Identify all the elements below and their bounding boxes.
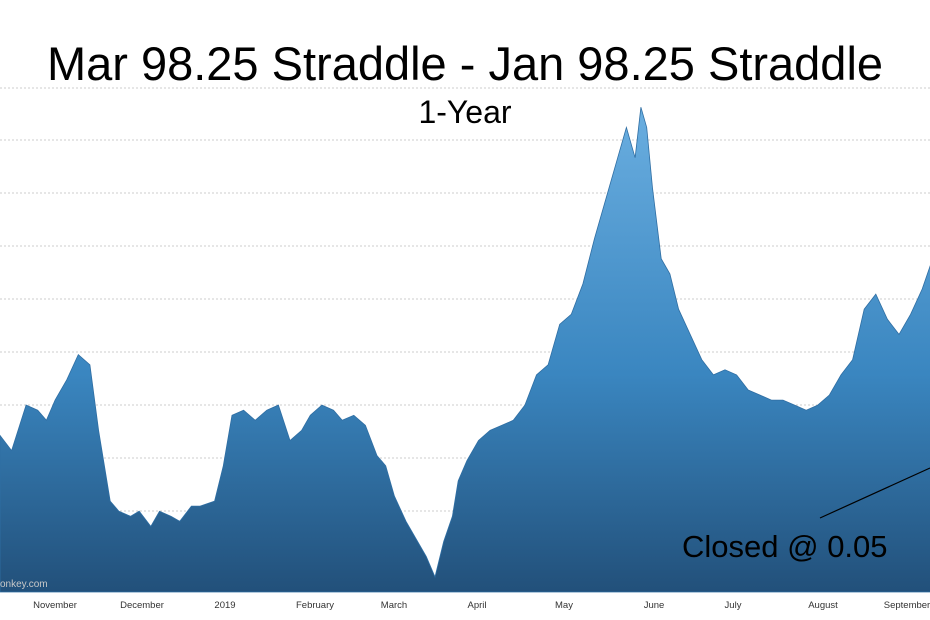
x-tick-label: May: [555, 600, 573, 611]
x-axis-ticks: November December 2019 February March April Ma…: [33, 600, 930, 611]
annotation-group: Closed @ 0.05: [682, 467, 930, 564]
x-tick-label: 2019: [214, 600, 235, 611]
x-tick-label: November: [33, 600, 77, 611]
chart-title: Mar 98.25 Straddle - Jan 98.25 Straddle: [46, 37, 884, 90]
series-area: [0, 107, 930, 593]
annotation-label: Closed @ 0.05: [682, 529, 888, 564]
x-tick-label: June: [644, 600, 665, 611]
watermark: onkey.com: [0, 579, 48, 590]
x-tick-label: July: [725, 600, 742, 611]
x-tick-label: August: [808, 600, 838, 611]
chart-subtitle: 1-Year: [418, 94, 512, 130]
series-area-path: [0, 107, 930, 593]
x-tick-label: April: [467, 600, 486, 611]
annotation-leader-line: [819, 467, 930, 519]
x-tick-label: December: [120, 600, 164, 611]
x-tick-label: March: [381, 600, 407, 611]
x-tick-label: February: [296, 600, 334, 611]
x-tick-label: September: [884, 600, 930, 611]
